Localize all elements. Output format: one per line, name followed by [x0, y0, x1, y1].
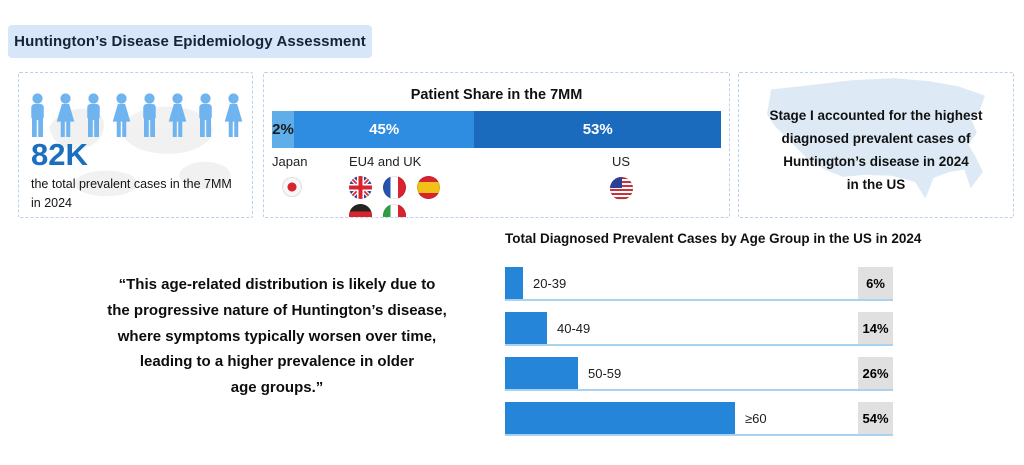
chart-row: 40-49 14% [505, 312, 893, 346]
person-male-icon [193, 93, 218, 137]
patient-share-stacked-bar: 2% 45% 53% [272, 111, 721, 148]
quote-text: “This age-related distribution is likely… [107, 276, 447, 397]
chart-bar-label: 50-59 [588, 365, 622, 381]
share-chart-title: Patient Share in the 7MM [410, 87, 583, 103]
legend-japan: Japan [272, 153, 322, 197]
page-title: Huntington’s Disease Epidemiology Assess… [8, 25, 372, 58]
flag-japan-icon [282, 177, 302, 197]
page-title-text: Huntington’s Disease Epidemiology Assess… [14, 33, 366, 50]
legend-label-japan: Japan [272, 154, 308, 169]
stat-caption: the total prevalent cases in the 7MM in … [31, 177, 232, 210]
chart-bar [505, 402, 735, 434]
people-icons-row [19, 93, 252, 137]
chart-row: ≥60 54% [505, 402, 893, 436]
person-female-icon [53, 93, 78, 137]
chart-row: 20-39 6% [505, 267, 893, 301]
stage-insight-card: Stage I accounted for the highest diagno… [738, 72, 1014, 218]
age-group-chart: 20-39 6% 40-49 14% 50-59 26% ≥60 54% [505, 267, 893, 447]
chart-bar-label: 40-49 [557, 320, 591, 336]
flag-us-icon [609, 177, 633, 200]
share-segment-eu4uk: 45% [294, 111, 475, 148]
chart-bar-label: ≥60 [745, 410, 767, 426]
person-male-icon [25, 93, 50, 137]
flag-italy-icon [383, 204, 406, 217]
prevalence-stat-card: 82K the total prevalent cases in the 7MM… [18, 72, 253, 218]
age-chart-title: Total Diagnosed Prevalent Cases by Age G… [505, 231, 922, 246]
chart-bar-label: 20-39 [533, 275, 567, 291]
share-segment-value: 2% [272, 121, 294, 138]
chart-bar [505, 357, 578, 389]
chart-value-badge: 14% [858, 312, 893, 344]
flag-uk-icon [349, 176, 372, 199]
share-segment-us: 53% [474, 111, 721, 148]
flag-spain-icon [417, 176, 440, 199]
legend-label-us: US [611, 154, 631, 169]
stage-insight-text: Stage I accounted for the highest diagno… [769, 108, 983, 192]
legend-us: US [596, 153, 646, 200]
share-segment-japan: 2% [272, 111, 294, 148]
person-male-icon [81, 93, 106, 137]
share-segment-value: 45% [369, 121, 400, 138]
chart-bar [505, 267, 523, 299]
chart-bar [505, 312, 547, 344]
legend-label-eu4-uk: EU4 and UK [349, 154, 422, 169]
flag-germany-icon [349, 204, 372, 217]
stat-value: 82K [31, 137, 88, 172]
person-female-icon [109, 93, 134, 137]
person-female-icon [221, 93, 246, 137]
flag-france-icon [383, 176, 406, 199]
legend-eu4-uk: EU4 and UK [349, 153, 479, 217]
chart-row: 50-59 26% [505, 357, 893, 391]
chart-value-badge: 26% [858, 357, 893, 389]
chart-value-badge: 54% [858, 402, 893, 434]
chart-value-badge: 6% [858, 267, 893, 299]
person-female-icon [165, 93, 190, 137]
person-male-icon [137, 93, 162, 137]
patient-share-card: Patient Share in the 7MM 2% 45% 53% Japa… [263, 72, 730, 218]
share-segment-value: 53% [582, 121, 613, 138]
